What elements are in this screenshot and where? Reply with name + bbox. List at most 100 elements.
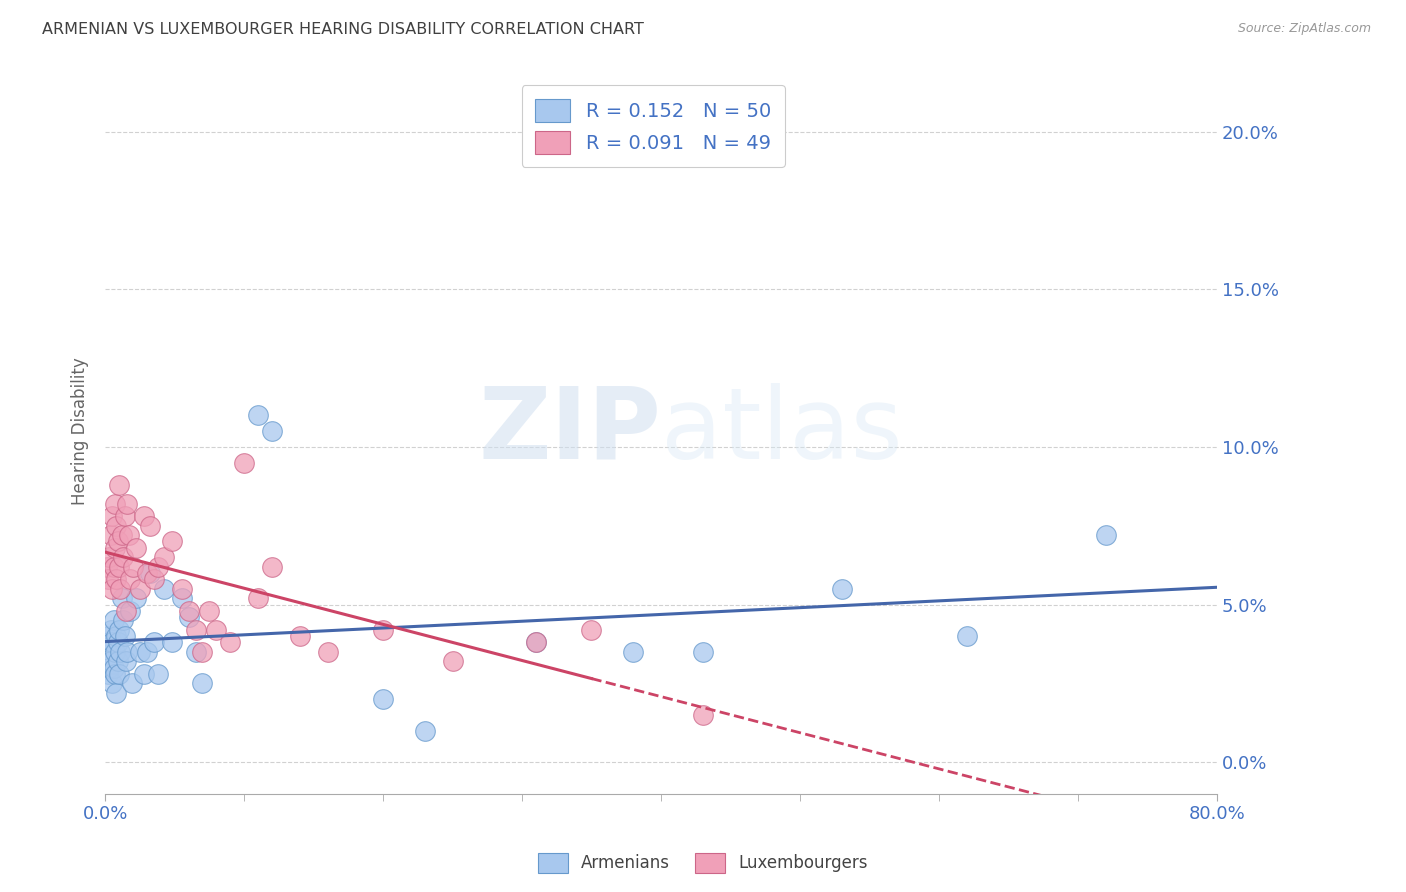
Point bbox=[692, 707, 714, 722]
Point bbox=[120, 604, 142, 618]
Point bbox=[108, 559, 131, 574]
Point bbox=[100, 654, 122, 668]
Point bbox=[146, 666, 169, 681]
Point bbox=[205, 623, 228, 637]
Point bbox=[122, 559, 145, 574]
Point bbox=[138, 518, 160, 533]
Point bbox=[260, 424, 283, 438]
Point bbox=[233, 456, 256, 470]
Point bbox=[114, 509, 136, 524]
Point bbox=[114, 629, 136, 643]
Point bbox=[135, 645, 157, 659]
Point bbox=[121, 676, 143, 690]
Point bbox=[101, 676, 124, 690]
Point bbox=[260, 559, 283, 574]
Point bbox=[524, 635, 547, 649]
Point bbox=[118, 528, 141, 542]
Point bbox=[108, 666, 131, 681]
Point bbox=[103, 559, 125, 574]
Legend: Armenians, Luxembourgers: Armenians, Luxembourgers bbox=[531, 847, 875, 880]
Point bbox=[129, 645, 152, 659]
Point bbox=[101, 582, 124, 596]
Legend: R = 0.152   N = 50, R = 0.091   N = 49: R = 0.152 N = 50, R = 0.091 N = 49 bbox=[522, 86, 785, 168]
Point bbox=[98, 660, 121, 674]
Point bbox=[138, 566, 160, 580]
Point bbox=[152, 582, 174, 596]
Point bbox=[105, 572, 128, 586]
Point bbox=[104, 666, 127, 681]
Point bbox=[117, 645, 139, 659]
Point bbox=[96, 645, 118, 659]
Point bbox=[107, 654, 129, 668]
Point bbox=[132, 666, 155, 681]
Point bbox=[98, 635, 121, 649]
Point bbox=[100, 528, 122, 542]
Point bbox=[104, 645, 127, 659]
Point bbox=[581, 623, 603, 637]
Point bbox=[103, 660, 125, 674]
Point bbox=[104, 497, 127, 511]
Point bbox=[177, 604, 200, 618]
Point bbox=[371, 692, 394, 706]
Point bbox=[621, 645, 644, 659]
Text: ARMENIAN VS LUXEMBOURGER HEARING DISABILITY CORRELATION CHART: ARMENIAN VS LUXEMBOURGER HEARING DISABIL… bbox=[42, 22, 644, 37]
Point bbox=[184, 645, 207, 659]
Point bbox=[831, 582, 853, 596]
Point bbox=[105, 686, 128, 700]
Point bbox=[107, 534, 129, 549]
Point bbox=[177, 610, 200, 624]
Point bbox=[160, 635, 183, 649]
Point bbox=[316, 645, 339, 659]
Point bbox=[120, 572, 142, 586]
Point bbox=[132, 509, 155, 524]
Point bbox=[135, 566, 157, 580]
Point bbox=[524, 635, 547, 649]
Point bbox=[692, 645, 714, 659]
Point bbox=[1094, 528, 1116, 542]
Point bbox=[142, 572, 165, 586]
Point bbox=[955, 629, 977, 643]
Point bbox=[219, 635, 242, 649]
Point bbox=[111, 591, 134, 606]
Point bbox=[413, 723, 436, 738]
Point bbox=[101, 509, 124, 524]
Point bbox=[107, 635, 129, 649]
Point bbox=[100, 623, 122, 637]
Point bbox=[184, 623, 207, 637]
Point bbox=[152, 550, 174, 565]
Point bbox=[170, 591, 193, 606]
Point bbox=[105, 629, 128, 643]
Point bbox=[160, 534, 183, 549]
Point bbox=[110, 582, 132, 596]
Point bbox=[97, 572, 120, 586]
Point bbox=[111, 528, 134, 542]
Text: atlas: atlas bbox=[661, 383, 903, 480]
Point bbox=[146, 559, 169, 574]
Point bbox=[371, 623, 394, 637]
Point bbox=[125, 541, 148, 555]
Point bbox=[112, 550, 135, 565]
Point bbox=[101, 635, 124, 649]
Point bbox=[108, 477, 131, 491]
Point bbox=[247, 409, 270, 423]
Point bbox=[115, 604, 138, 618]
Point bbox=[96, 559, 118, 574]
Point bbox=[104, 541, 127, 555]
Text: Source: ZipAtlas.com: Source: ZipAtlas.com bbox=[1237, 22, 1371, 36]
Point bbox=[117, 497, 139, 511]
Point bbox=[247, 591, 270, 606]
Point bbox=[108, 623, 131, 637]
Point bbox=[98, 550, 121, 565]
Y-axis label: Hearing Disability: Hearing Disability bbox=[72, 357, 89, 505]
Text: ZIP: ZIP bbox=[478, 383, 661, 480]
Point bbox=[105, 518, 128, 533]
Point bbox=[112, 613, 135, 627]
Point bbox=[97, 666, 120, 681]
Point bbox=[103, 613, 125, 627]
Point bbox=[170, 582, 193, 596]
Point bbox=[288, 629, 311, 643]
Point bbox=[142, 635, 165, 649]
Point bbox=[191, 645, 214, 659]
Point bbox=[110, 645, 132, 659]
Point bbox=[198, 604, 221, 618]
